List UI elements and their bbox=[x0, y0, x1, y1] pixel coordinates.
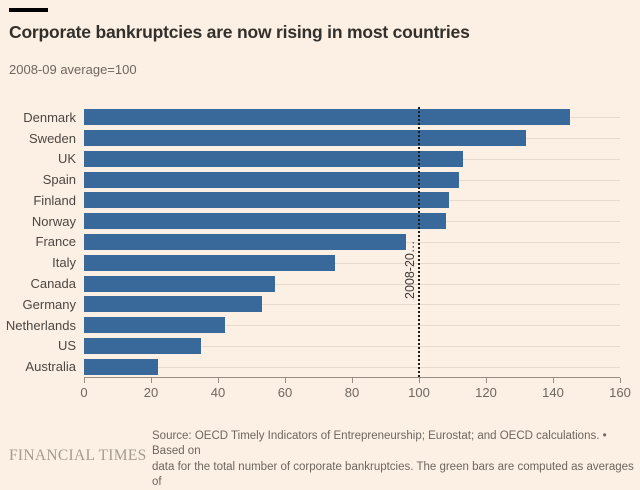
category-label: Spain bbox=[42, 172, 76, 188]
bar-row: Sweden bbox=[0, 128, 640, 149]
bar bbox=[84, 317, 225, 334]
bar-row: US bbox=[0, 335, 640, 356]
bar bbox=[84, 358, 158, 375]
bar bbox=[84, 213, 446, 230]
bar-row: France bbox=[0, 232, 640, 253]
bar-track bbox=[84, 315, 620, 336]
category-label: Netherlands bbox=[5, 317, 76, 333]
financial-times-logo: FINANCIAL TIMES bbox=[9, 447, 147, 464]
bar-track bbox=[84, 356, 620, 377]
bar bbox=[84, 171, 460, 188]
bar-row: Canada bbox=[0, 273, 640, 294]
bar-track bbox=[84, 169, 620, 190]
axis-tick-label: 140 bbox=[542, 385, 564, 400]
bar bbox=[84, 109, 570, 126]
source-note: Source: OECD Timely Indicators of Entrep… bbox=[152, 429, 638, 490]
category-label: Germany bbox=[22, 296, 76, 312]
bar-row: Finland bbox=[0, 190, 640, 211]
bar-rows: Denmark Sweden UK Spain Finland Norway France I… bbox=[0, 107, 640, 377]
bar-row: Denmark bbox=[0, 107, 640, 128]
axis-tick bbox=[419, 378, 420, 383]
bar bbox=[84, 192, 450, 209]
category-label: Canada bbox=[30, 276, 76, 291]
category-label: France bbox=[35, 234, 76, 250]
category-label: Finland bbox=[33, 192, 76, 208]
bar bbox=[84, 254, 336, 271]
bar-chart: Denmark Sweden UK Spain Finland Norway France I… bbox=[0, 107, 640, 400]
bar-row: Italy bbox=[0, 252, 640, 273]
bar bbox=[84, 337, 202, 354]
chart-subtitle: 2008-09 average=100 bbox=[9, 62, 137, 77]
source-note-line: data for the total number of corporate b… bbox=[152, 460, 634, 489]
category-label: Sweden bbox=[29, 130, 76, 146]
axis-tick-label: 20 bbox=[143, 385, 159, 400]
bar-track bbox=[84, 273, 620, 294]
bar-row: Germany bbox=[0, 294, 640, 315]
bar bbox=[84, 296, 262, 313]
bar-track bbox=[84, 335, 620, 356]
axis-tick-label: 40 bbox=[210, 385, 226, 400]
axis-tick bbox=[218, 378, 219, 383]
category-label: Denmark bbox=[23, 109, 76, 125]
bar bbox=[84, 150, 463, 167]
axis-tick bbox=[553, 378, 554, 383]
bar bbox=[84, 233, 406, 250]
axis-tick bbox=[620, 378, 621, 383]
bar-track bbox=[84, 252, 620, 273]
axis-tick-label: 80 bbox=[344, 385, 360, 400]
bar-row: Spain bbox=[0, 169, 640, 190]
category-label: Italy bbox=[52, 255, 76, 271]
bar-track bbox=[84, 232, 620, 253]
category-label: Australia bbox=[25, 359, 76, 375]
category-label: UK bbox=[57, 151, 76, 167]
bar-track bbox=[84, 211, 620, 232]
category-label: US bbox=[57, 338, 76, 354]
source-note-line: Source: OECD Timely Indicators of Entrep… bbox=[152, 430, 607, 458]
bar-track bbox=[84, 294, 620, 315]
axis-tick bbox=[352, 378, 353, 383]
axis-tick-label: 60 bbox=[277, 385, 293, 400]
axis-tick bbox=[486, 378, 487, 383]
bar-row: Netherlands bbox=[0, 315, 640, 336]
bar-track bbox=[84, 107, 620, 128]
axis-tick bbox=[151, 378, 152, 383]
axis-tick-label: 120 bbox=[475, 385, 497, 400]
axis-tick bbox=[84, 378, 85, 383]
category-label: Norway bbox=[31, 213, 76, 229]
bar-row: UK bbox=[0, 149, 640, 170]
axis-tick bbox=[285, 378, 286, 383]
bar-track bbox=[84, 128, 620, 149]
bar bbox=[84, 275, 275, 292]
top-rule bbox=[9, 8, 48, 12]
bar bbox=[84, 130, 527, 147]
axis-tick-label: 0 bbox=[80, 385, 88, 400]
chart-title: Corporate bankruptcies are now rising in… bbox=[9, 22, 470, 42]
bar-track bbox=[84, 190, 620, 211]
x-axis: 0 20 40 60 80 100 120 140 160 bbox=[80, 377, 631, 400]
bar-row: Norway bbox=[0, 211, 640, 232]
bar-track bbox=[84, 149, 620, 170]
axis-tick-label: 100 bbox=[408, 385, 430, 400]
axis-tick-label: 160 bbox=[609, 385, 631, 400]
bar-row: Australia bbox=[0, 356, 640, 377]
